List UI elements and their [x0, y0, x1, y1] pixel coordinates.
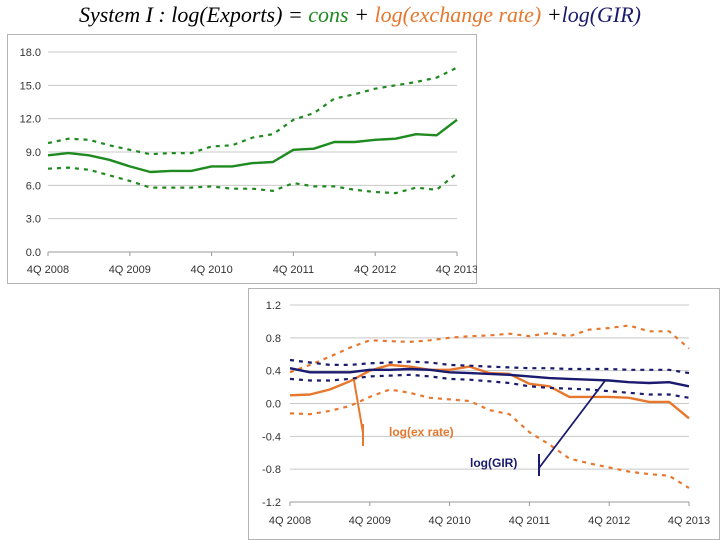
y-tick-label: 0.0: [26, 247, 41, 259]
y-tick-label: 0.4: [266, 366, 281, 378]
y-tick-label: 9.0: [26, 147, 41, 159]
fx-gir-series-navy-dashed-5: [289, 373, 690, 399]
y-tick-label: 18.0: [20, 47, 41, 59]
y-tick-label: -1.2: [262, 497, 281, 509]
x-tick-label: 4Q 2009: [109, 264, 151, 276]
y-tick-label: 0.0: [266, 399, 281, 411]
y-tick-label: 3.0: [26, 214, 41, 226]
chart-frame: [7, 34, 477, 284]
x-tick-label: 4Q 2008: [269, 515, 311, 527]
ex-rate-annotation: log(ex rate): [389, 425, 454, 439]
fx-gir-series-navy-dashed-4: [289, 358, 690, 375]
x-tick-label: 4Q 2013: [436, 264, 477, 276]
y-tick-label: 0.8: [266, 333, 281, 345]
x-tick-label: 4Q 2012: [588, 515, 630, 527]
exports-series-green-dashed-2: [47, 166, 458, 195]
x-tick-label: 4Q 2012: [354, 264, 396, 276]
title-plus-2: +: [541, 2, 562, 27]
exchange-rate-gir-chart: -1.2 -0.8 -0.4 0.0 0.4 0.8 1.2 4Q 2008 4Q 2009 4Q…: [248, 288, 720, 540]
x-tick-label: 4Q 2009: [349, 515, 391, 527]
x-tick-label: 4Q 2011: [509, 515, 550, 527]
y-tick-label: -0.4: [262, 431, 281, 443]
x-tick-label: 4Q 2011: [273, 264, 314, 276]
gir-annotation: log(GIR): [470, 456, 517, 470]
fx-gir-series-navy-solid-3: [289, 367, 690, 388]
x-tick-label: 4Q 2010: [428, 515, 470, 527]
y-tick-label: 6.0: [26, 180, 41, 192]
y-tick-label: 15.0: [20, 80, 41, 92]
exports-series-green-dashed-1: [47, 66, 458, 156]
gir-leader-line: [538, 379, 606, 469]
title-cons: cons: [308, 2, 349, 27]
title-prefix: System I : log(Exports) =: [78, 2, 309, 27]
y-tick-label: 12.0: [20, 114, 41, 126]
x-tick-label: 4Q 2008: [27, 264, 69, 276]
page-title: System I : log(Exports) = cons + log(exc…: [0, 2, 720, 28]
x-tick-label: 4Q 2010: [190, 264, 232, 276]
exports-series-green-solid-0: [47, 118, 458, 174]
exports-chart: 0.0 3.0 6.0 9.0 12.0 15.0 18.0 4Q 2008 4Q 2009 4Q…: [7, 34, 477, 284]
x-tick-label: 4Q 2013: [668, 515, 710, 527]
y-tick-label: -0.8: [262, 464, 281, 476]
title-gir: log(GIR): [561, 2, 642, 27]
title-exchange-rate: log(exchange rate): [374, 2, 542, 27]
title-plus-1: +: [348, 2, 375, 27]
y-tick-label: 1.2: [266, 300, 281, 312]
chart-frame: [248, 288, 720, 540]
ex-rate-leader-line: [352, 379, 364, 434]
